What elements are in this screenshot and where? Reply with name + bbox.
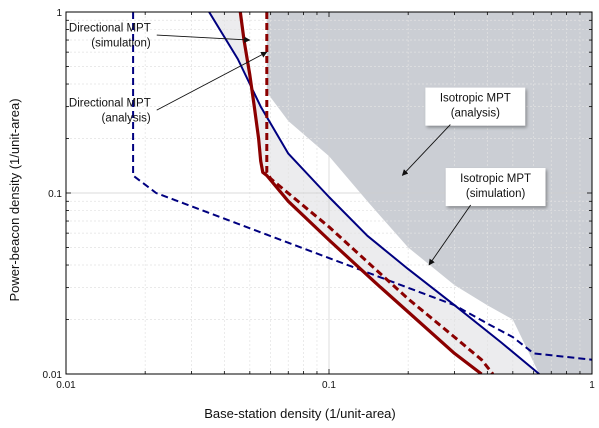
annotation-text: (simulation) [466,188,526,200]
annotation-box [425,87,526,126]
x-tick-label: 0.01 [56,380,76,391]
series-lines [132,12,592,374]
annotation-arrow [401,124,451,176]
annotation-text: Isotropic MPT [440,93,511,105]
annotation-2: Isotropic MPT (analysis) [401,87,526,176]
x-axis-label: Base-station density (1/unit-area) [204,406,395,421]
y-tick-label: 0.1 [48,189,62,200]
axis-ticks: 0.01 0.1 1 0.01 0.1 1 [43,8,596,391]
y-tick-label: 1 [56,8,62,19]
annotation-text: (analysis) [451,108,500,120]
x-tick-label: 0.1 [322,380,336,391]
series-line-3 [265,12,495,374]
annotation-text: (analysis) [102,113,151,125]
annotation-text: Directional MPT [69,23,151,35]
series-line-1 [132,12,592,361]
annotation-1: Directional MPT (analysis) [69,51,268,125]
annotation-text: Isotropic MPT [460,173,531,185]
annotation-arrow [156,34,251,43]
annotation-arrow [156,51,268,111]
y-tick-label: 0.01 [43,370,63,381]
annotation-text: (simulation) [91,38,151,50]
annotation-0: Directional MPT (simulation) [69,23,251,50]
annotation-3: Isotropic MPT (simulation) [428,168,546,266]
series-line-0 [208,12,540,374]
y-axis-label: Power-beacon density (1/unit-area) [7,98,22,301]
series-line-2 [238,12,483,374]
region-0 [209,12,540,374]
annotation-arrow [428,204,472,266]
annotations: Directional MPT(simulation)Directional M… [69,23,546,266]
x-tick-label: 1 [589,380,595,391]
annotation-text: Directional MPT [69,98,151,110]
annotation-box [445,168,546,207]
